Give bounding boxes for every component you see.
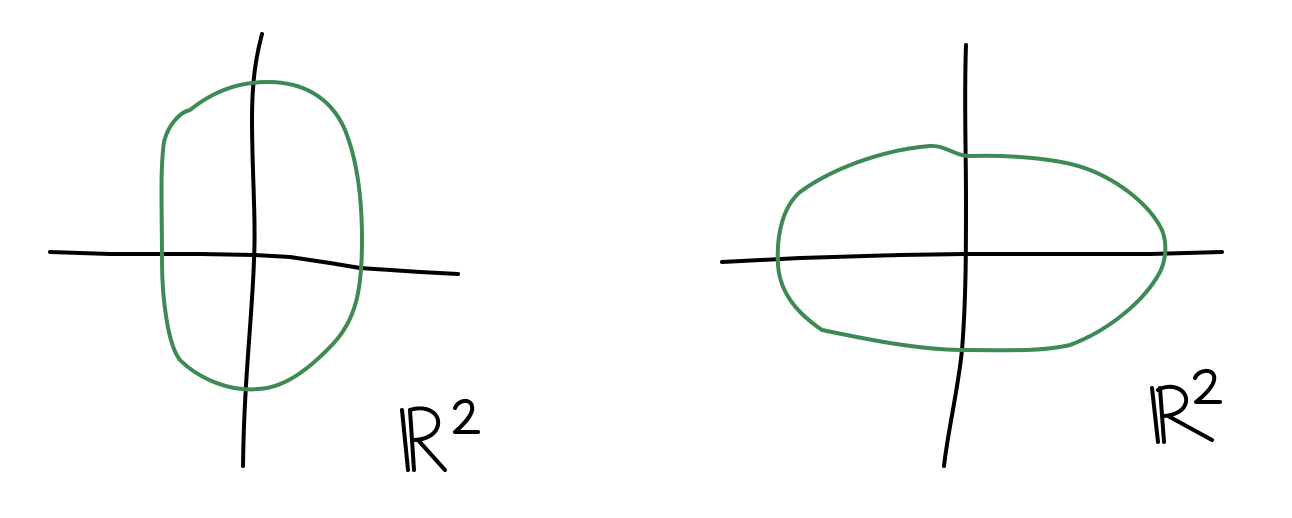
right-r2-label-bowl [1156,384,1189,418]
left-y-axis [241,32,264,468]
left-r2-label-superscript [453,399,480,434]
right-y-axis [942,43,968,468]
right-r2-label-leg [1166,414,1214,442]
left-closed-curve [159,80,364,392]
right-r2-label [1150,369,1222,444]
left-r2-label-bowl [408,406,441,442]
right-r2-label-stroke-1 [1150,386,1160,444]
left-r2-label [400,399,480,472]
left-plane-diagram [48,32,480,472]
left-x-axis [48,250,460,276]
left-r2-label-leg [416,438,447,472]
left-r2-label-stroke-1 [400,408,410,472]
right-x-axis [720,250,1224,264]
right-plane-diagram [720,43,1224,468]
right-r2-label-superscript [1193,369,1222,404]
right-closed-curve [775,143,1168,353]
